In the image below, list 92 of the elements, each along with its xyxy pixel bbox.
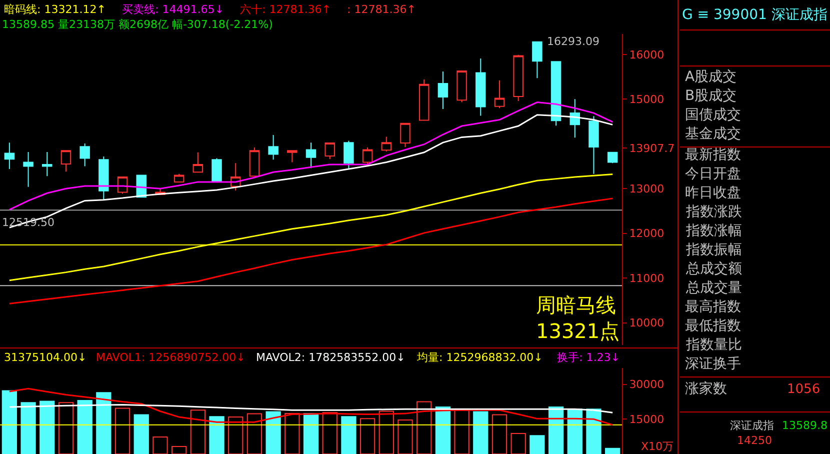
candlestick — [588, 116, 599, 174]
candlestick — [344, 140, 354, 170]
text: 指数振幅 — [685, 242, 742, 258]
candlestick — [532, 40, 542, 79]
candlestick — [381, 136, 392, 152]
bar — [605, 448, 620, 454]
bar — [20, 402, 36, 454]
bar — [473, 411, 488, 454]
text: 暗码线: 13321.12↑ — [4, 3, 106, 16]
candlestick — [570, 98, 580, 138]
text: 31375104.00↓ — [4, 351, 87, 364]
text: X10万 — [641, 440, 674, 453]
text: 国债成交 — [685, 107, 741, 123]
text: 最低指数 — [685, 318, 741, 334]
candlestick — [456, 70, 467, 103]
bar — [435, 406, 451, 454]
candlestick — [362, 146, 373, 165]
candlestick — [513, 54, 524, 102]
bar — [40, 400, 55, 454]
y-tick-label: 30000 — [629, 378, 664, 392]
text: 深证成指 — [730, 419, 774, 432]
text: 涨家数 — [685, 381, 727, 397]
candlestick — [494, 80, 505, 109]
text: G ≡ 399001 深证成指 — [682, 7, 828, 23]
text: 今日开盘 — [685, 166, 741, 182]
line-series — [8, 102, 614, 210]
candlestick — [80, 142, 90, 167]
bar — [266, 411, 281, 454]
candlestick — [249, 146, 260, 177]
bar — [530, 435, 545, 454]
text: 昨日收盘 — [685, 185, 741, 201]
candlestick — [287, 150, 298, 163]
candlestick — [174, 173, 184, 182]
candlestick — [438, 70, 448, 110]
candlestick — [324, 142, 335, 160]
text: 指数量比 — [685, 337, 742, 353]
text: 指数涨幅 — [685, 223, 742, 239]
text: MAVOL2: 1782583552.00↓ — [256, 351, 406, 364]
text: 六十: 12781.36↑ — [240, 3, 331, 16]
text: 13589.8 — [782, 419, 828, 432]
y-tick-label: 12000 — [629, 227, 664, 240]
bar — [341, 416, 356, 454]
text: B股成交 — [685, 88, 737, 104]
candlestick — [607, 152, 618, 164]
text: 深证换手 — [685, 356, 741, 372]
candlestick — [306, 142, 316, 169]
annotation: 周暗马线 13321点 — [536, 293, 620, 343]
candlestick — [192, 152, 204, 173]
candlestick — [23, 151, 34, 188]
text: 1056 — [787, 382, 820, 397]
candlestick — [98, 156, 109, 201]
candlestick — [550, 61, 562, 126]
bar — [586, 408, 602, 454]
text: MAVOL1: 1256890752.00↓ — [96, 351, 246, 364]
bar — [303, 413, 319, 454]
text: 最高指数 — [685, 299, 741, 315]
bar — [134, 414, 149, 454]
y-tick-label: 11000 — [629, 272, 664, 285]
y-tick-label: 15000 — [629, 412, 664, 426]
candlestick — [42, 151, 52, 177]
text: 总成交额 — [685, 261, 742, 277]
text: : 12781.36↑ — [347, 3, 416, 16]
y-tick-label: 13000 — [629, 182, 664, 196]
text: 均量: 1252968832.00↓ — [416, 351, 543, 364]
chart-subtitle: 13589.85 量23138万 额2698亿 幅-307.18(-2.21%) — [2, 18, 273, 31]
y-tick-label: 10000 — [629, 316, 664, 330]
bar — [77, 400, 92, 454]
bar — [2, 390, 17, 454]
candlestick — [400, 122, 410, 148]
text: A股成交 — [685, 69, 737, 85]
candlestick — [418, 79, 430, 121]
text: 最新指数 — [685, 147, 741, 163]
text: 买卖线: 14491.65↓ — [122, 3, 224, 16]
candlestick — [268, 134, 278, 160]
candlestick — [476, 58, 486, 116]
candlestick — [212, 158, 222, 182]
bar — [96, 392, 112, 454]
text: 基金成交 — [685, 126, 741, 142]
y-tick-label: 16000 — [629, 48, 664, 62]
text: 指数涨跌 — [685, 204, 742, 220]
text: 14250 — [737, 434, 772, 447]
line-series — [8, 388, 614, 426]
bar — [567, 408, 582, 454]
candlestick — [4, 142, 15, 170]
annotation: 16293.09 — [547, 35, 600, 48]
candlestick — [60, 150, 72, 172]
y-tick-label: 15000 — [629, 93, 664, 106]
bar — [209, 416, 224, 454]
text: 换手: 1.23↓ — [557, 351, 620, 364]
line-series — [8, 404, 614, 414]
y-tick-label: 13907.7 — [629, 142, 675, 155]
text: 总成交量 — [685, 280, 742, 296]
